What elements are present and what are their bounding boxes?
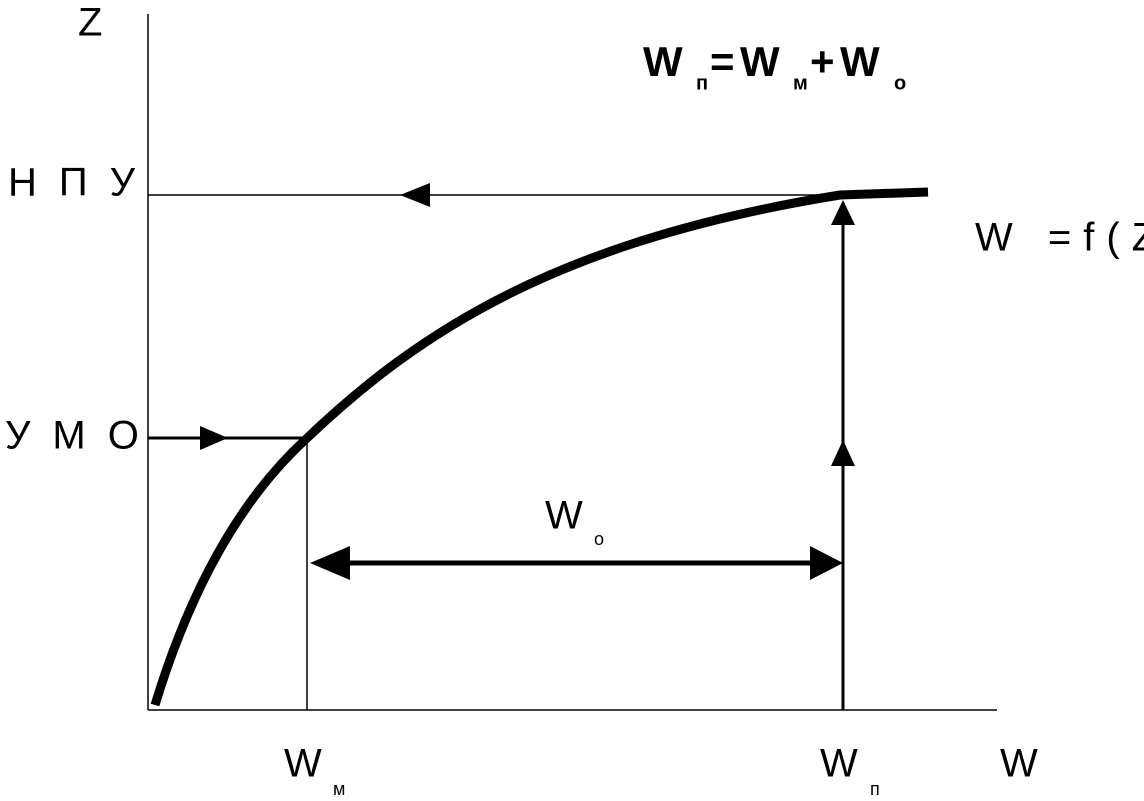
formula-term: W: [643, 38, 683, 85]
formula-op: +: [810, 38, 835, 85]
arrow-head: [310, 546, 350, 580]
arrow-head: [831, 440, 855, 466]
wm-sub: м: [333, 779, 345, 799]
x-label: W: [1000, 742, 1060, 786]
y-label: Z: [78, 1, 124, 45]
wm-label: W: [284, 742, 344, 786]
arrow-head: [200, 426, 228, 450]
formula-term: W: [740, 38, 780, 85]
arrow-head: [400, 183, 430, 207]
curve: [150, 187, 929, 707]
wo-label: W: [545, 494, 605, 538]
wp-sub: п: [870, 779, 880, 799]
formula-term: W: [840, 38, 880, 85]
formula-op: =: [710, 38, 735, 85]
wo-sub: о: [594, 529, 604, 549]
arrow-head: [810, 546, 843, 580]
formula-sub: о: [894, 72, 906, 94]
umo-label: УМО: [5, 414, 161, 458]
formula-sub: п: [696, 72, 708, 94]
npu-label: НПУ: [8, 161, 157, 205]
wp-label: W: [820, 742, 880, 786]
formula-sub: м: [793, 72, 808, 94]
arrow-head: [831, 200, 855, 225]
curve-label: W =f(Z): [975, 216, 1144, 260]
